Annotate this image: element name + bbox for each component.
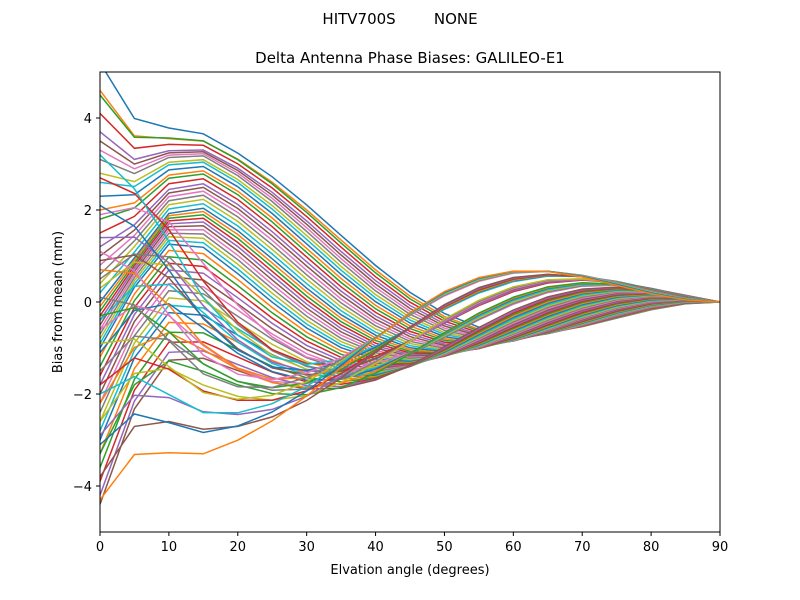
series-line bbox=[100, 270, 720, 501]
x-tick-label: 90 bbox=[712, 540, 729, 555]
x-tick-label: 20 bbox=[230, 540, 247, 555]
x-tick-label: 80 bbox=[643, 540, 660, 555]
y-tick-label: 2 bbox=[84, 204, 92, 219]
series-layer bbox=[100, 72, 720, 505]
x-tick-label: 70 bbox=[574, 540, 591, 555]
series-line bbox=[100, 198, 720, 351]
suptitle: HITV700S NONE bbox=[322, 10, 477, 28]
x-axis-label: Elvation angle (degrees) bbox=[330, 563, 489, 578]
series-line bbox=[100, 229, 720, 359]
y-tick-label: −4 bbox=[73, 480, 92, 495]
series-line bbox=[100, 232, 720, 360]
x-tick-label: 40 bbox=[367, 540, 384, 555]
series-line bbox=[100, 286, 720, 505]
series-line bbox=[100, 225, 720, 357]
chart-title: Delta Antenna Phase Biases: GALILEO-E1 bbox=[255, 49, 565, 67]
series-line bbox=[100, 203, 720, 352]
x-tick-label: 30 bbox=[298, 540, 315, 555]
y-axis: −4 −2 0 2 4 bbox=[73, 112, 100, 495]
series-line bbox=[100, 239, 720, 362]
y-axis-label: Bias from mean (mm) bbox=[51, 231, 66, 373]
series-line bbox=[100, 183, 720, 347]
series-line bbox=[100, 249, 720, 364]
series-line bbox=[100, 214, 720, 355]
x-tick-label: 0 bbox=[96, 540, 104, 555]
series-line bbox=[100, 207, 720, 353]
y-tick-label: 0 bbox=[84, 296, 92, 311]
x-tick-label: 50 bbox=[436, 540, 453, 555]
series-line bbox=[100, 210, 720, 354]
y-tick-label: −2 bbox=[73, 388, 92, 403]
series-line bbox=[100, 243, 720, 363]
series-line bbox=[100, 236, 720, 361]
y-tick-label: 4 bbox=[84, 112, 92, 127]
x-tick-label: 60 bbox=[505, 540, 522, 555]
series-line bbox=[100, 186, 720, 348]
series-line bbox=[100, 286, 720, 496]
x-tick-label: 10 bbox=[161, 540, 178, 555]
x-axis: 0 10 20 30 40 50 60 70 80 90 bbox=[96, 532, 728, 555]
